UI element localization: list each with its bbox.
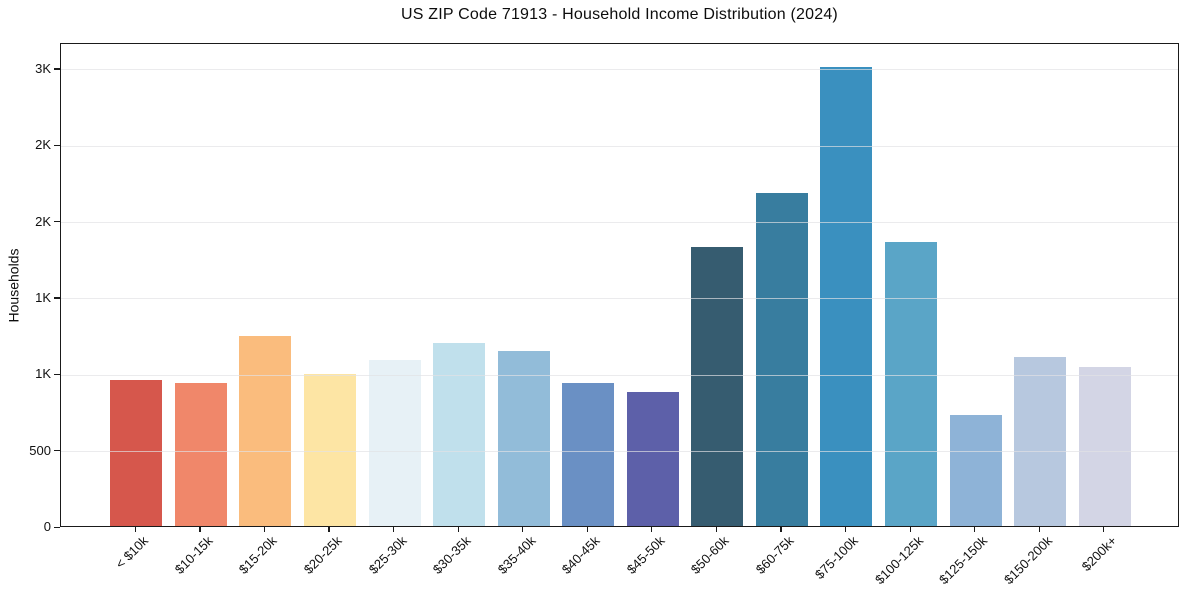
x-tick-mark: [974, 527, 976, 532]
x-tick-mark: [393, 527, 395, 532]
x-tick-label: $60-75k: [752, 533, 797, 577]
x-tick-label: $25-30k: [365, 533, 410, 577]
y-tick-label: 3K: [35, 60, 51, 76]
x-tick-mark: [909, 527, 911, 532]
bar-125-150k: [949, 414, 1002, 526]
bar-35-40k: [497, 351, 550, 526]
plot-area: [60, 43, 1179, 527]
x-tick-mark: [780, 527, 782, 532]
x-tick-mark: [1103, 527, 1105, 532]
chart-title: US ZIP Code 71913 - Household Income Dis…: [401, 6, 838, 23]
bar-10k: [110, 380, 163, 526]
x-tick-label: $20-25k: [300, 533, 345, 577]
y-tick-mark: [54, 373, 60, 375]
x-tick-label: $100-125k: [871, 533, 926, 588]
x-tick-mark: [263, 527, 266, 532]
x-tick-label: $30-35k: [429, 533, 474, 577]
x-tick-mark: [715, 527, 718, 532]
y-tick-mark: [54, 221, 60, 223]
x-tick-label: $35-40k: [494, 533, 539, 577]
bar-45-50k: [626, 392, 679, 526]
x-tick-label: $150-200k: [1000, 533, 1055, 588]
x-tick-mark: [328, 527, 330, 532]
gridline: [61, 298, 1178, 300]
x-tick-mark: [134, 527, 136, 532]
x-tick-label: $15-20k: [236, 533, 281, 577]
bar-10-15k: [174, 383, 227, 526]
gridline: [61, 222, 1178, 224]
y-tick-label: 1K: [35, 366, 51, 382]
x-tick-label: $75-100k: [812, 533, 862, 582]
bar-20-25k: [303, 374, 356, 526]
x-tick-label: $50-60k: [688, 533, 732, 577]
gridline: [61, 69, 1178, 71]
y-tick-label: 2K: [35, 213, 51, 229]
y-tick-label: 0: [43, 519, 51, 534]
x-tick-label: $125-150k: [936, 533, 991, 588]
y-tick-mark: [54, 68, 60, 70]
x-tick-mark: [1038, 527, 1040, 532]
x-tick-mark: [199, 527, 201, 532]
y-tick-label: 500: [29, 442, 51, 458]
bar-60-75k: [755, 193, 808, 526]
x-tick-mark: [586, 527, 588, 532]
y-tick-label: 2K: [35, 137, 51, 153]
bar-100-125k: [885, 242, 938, 526]
y-tick-mark: [54, 526, 60, 528]
y-tick-mark: [54, 297, 60, 299]
x-tick-label: $45-50k: [623, 533, 668, 577]
x-tick-label: $40-45k: [558, 533, 603, 577]
gridline: [61, 145, 1178, 147]
x-tick-mark: [457, 527, 459, 532]
x-tick-label: < $10k: [112, 533, 151, 572]
x-tick-mark: [522, 527, 524, 532]
y-tick-mark: [54, 144, 60, 146]
gridline: [61, 374, 1178, 376]
y-tick-label: 1K: [35, 289, 51, 305]
x-tick-mark: [844, 527, 847, 532]
bar-25-30k: [368, 360, 421, 526]
x-tick-mark: [651, 527, 653, 532]
y-tick-mark: [54, 450, 60, 452]
x-tick-label: $10-15k: [171, 533, 216, 577]
bar-150-200k: [1014, 356, 1067, 526]
x-tick-label: $200k+: [1078, 533, 1120, 575]
y-axis-label: Households: [5, 248, 22, 323]
bar-40-45k: [562, 383, 615, 526]
bar-200k: [1078, 367, 1131, 526]
bar-50-60k: [691, 247, 744, 526]
gridline: [61, 451, 1178, 453]
bar-30-35k: [433, 342, 486, 526]
bar-75-100k: [820, 67, 873, 526]
bar-15-20k: [239, 335, 292, 526]
